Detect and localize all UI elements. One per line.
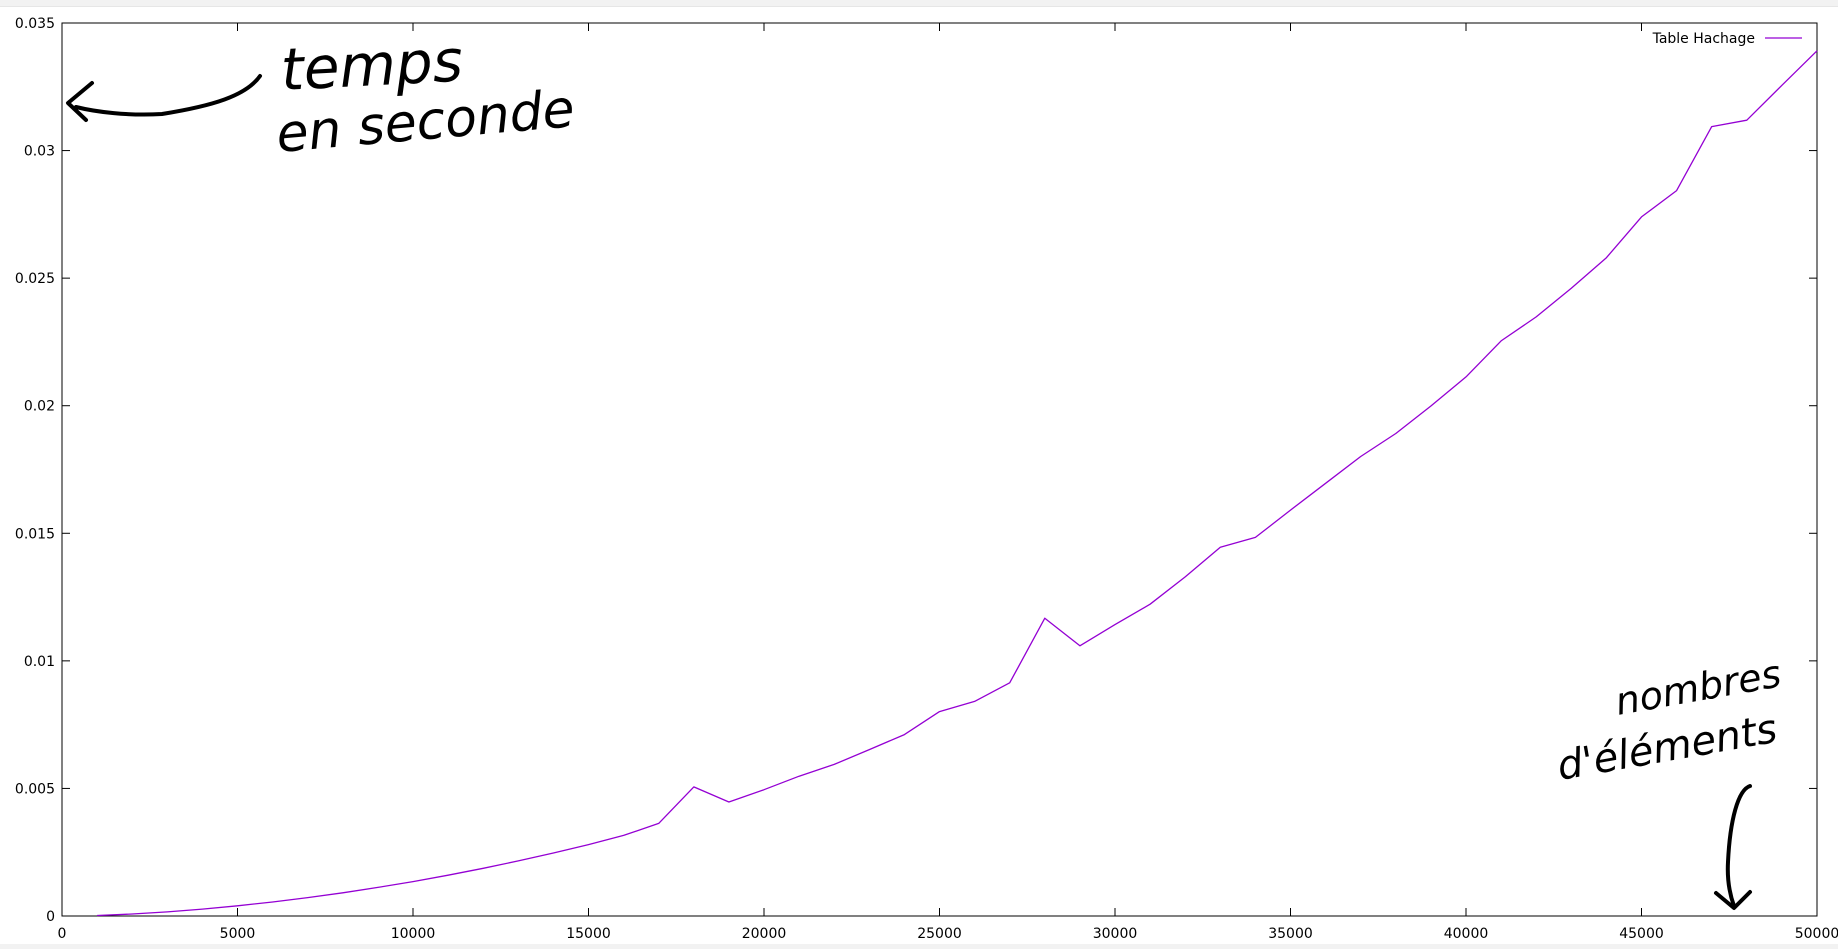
y-tick-label: 0.035 <box>15 16 55 32</box>
y-tick-label: 0.015 <box>15 526 55 542</box>
x-tick-label: 25000 <box>917 926 962 942</box>
legend-label-table-hachage: Table Hachage <box>1652 31 1755 47</box>
y-tick-label: 0.005 <box>15 781 55 797</box>
y-tick-label: 0.025 <box>15 271 55 287</box>
y-tick-label: 0.03 <box>24 144 55 160</box>
annotation-line-1: temps <box>279 27 464 104</box>
window-bottom-bar <box>0 944 1838 949</box>
x-tick-label: 35000 <box>1268 926 1313 942</box>
annotation-element-count: nombres d'éléments <box>1554 651 1784 910</box>
x-axis: 0 5000 10000 15000 20000 25000 30000 35000 40000… <box>58 23 1838 942</box>
y-tick-label: 0.02 <box>24 399 55 415</box>
series-line-table-hachage <box>97 50 1818 917</box>
annotation-time-seconds: temps en seconde <box>66 27 577 165</box>
x-tick-label: 40000 <box>1444 926 1489 942</box>
x-tick-label: 0 <box>58 926 67 942</box>
y-tick-label: 0.01 <box>24 654 55 670</box>
handwritten-arrow-left-icon <box>66 74 262 122</box>
x-tick-label: 30000 <box>1093 926 1138 942</box>
annotation-line-2: d'éléments <box>1554 706 1781 790</box>
x-tick-label: 15000 <box>566 926 611 942</box>
x-tick-label: 5000 <box>220 926 256 942</box>
series-layer <box>97 50 1818 917</box>
x-tick-label: 45000 <box>1619 926 1664 942</box>
window-top-bar <box>0 0 1838 7</box>
x-tick-label: 50000 <box>1795 926 1838 942</box>
handwritten-arrow-down-icon <box>1714 784 1752 910</box>
x-tick-label: 20000 <box>742 926 787 942</box>
y-tick-label: 0 <box>46 909 55 925</box>
y-axis: 0 0.005 0.01 0.015 0.02 0.025 0.03 0.035 <box>15 16 1817 925</box>
x-tick-label: 10000 <box>391 926 436 942</box>
legend: Table Hachage <box>1652 31 1802 47</box>
